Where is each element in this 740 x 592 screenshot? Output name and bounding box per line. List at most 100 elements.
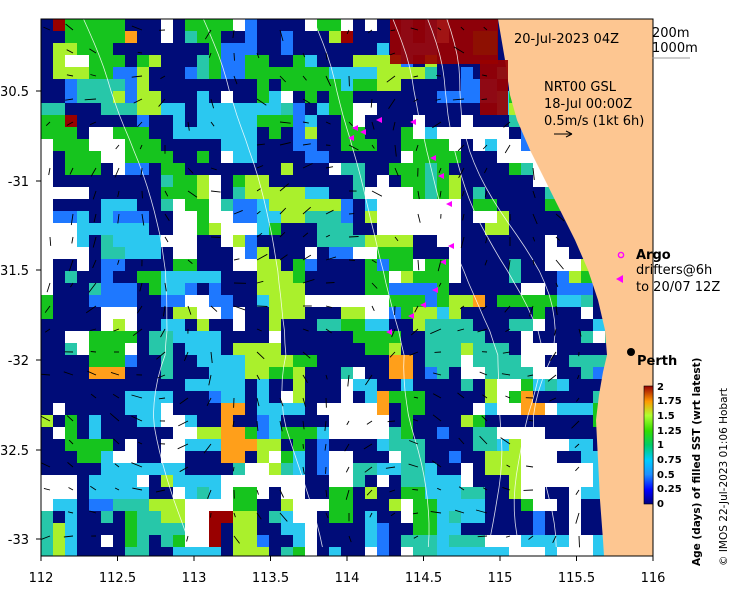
sst-cell [377,151,390,164]
sst-cell [101,403,114,416]
sst-cell [329,487,342,500]
sst-cell [113,547,126,556]
sst-cell [293,19,306,32]
sst-cell [461,271,474,284]
sst-cell [485,235,498,248]
sst-cell [545,475,558,488]
sst-cell [521,319,534,332]
sst-cell [521,223,534,236]
sst-cell [461,391,474,404]
sst-cell [101,307,114,320]
sst-cell [77,31,90,44]
current-arrow [392,121,396,131]
sst-cell [521,451,534,464]
sst-cell [197,199,210,212]
current-arrow [576,374,580,380]
sst-cell [221,211,234,224]
sst-cell [113,319,126,332]
sst-cell [425,319,438,332]
current-arrow [501,373,511,376]
drifter-marker [446,201,452,207]
sst-cell [365,403,378,416]
sst-cell [77,547,90,556]
sst-cell [377,139,390,152]
sst-cell [413,163,426,176]
sst-cell [557,223,570,236]
sst-cell [509,391,522,404]
sst-cell [185,511,198,524]
sst-cell [473,463,486,476]
sst-cell [221,271,234,284]
sst-cell [353,499,366,512]
sst-cell [329,415,342,428]
current-arrow [482,144,488,150]
current-arrow [439,190,442,198]
sst-cell [101,199,114,212]
current-arrow [302,466,305,475]
sst-cell [221,523,234,536]
sst-cell [317,331,330,344]
sst-cell [521,235,534,248]
sst-cell [125,79,138,92]
sst-cell [413,427,426,440]
sst-cell [245,427,258,440]
sst-cell [521,295,534,308]
sst-cell [293,391,306,404]
sst-cell [533,475,546,488]
sst-cell [377,43,390,56]
sst-cell [533,199,546,212]
sst-cell [161,163,174,176]
sst-cell [281,343,294,356]
sst-cell [317,391,330,404]
sst-cell [353,67,366,80]
current-arrow [113,438,120,445]
sst-cell [581,511,594,524]
sst-cell [77,19,90,32]
sst-cell [41,211,54,224]
sst-cell [401,199,414,212]
sst-cell [317,283,330,296]
sst-cell [557,511,570,524]
sst-cell [581,319,594,332]
sst-cell [209,307,222,320]
sst-cell [89,151,102,164]
current-arrow [160,75,166,80]
current-arrow [417,190,420,200]
current-arrow [164,190,169,197]
sst-cell [53,151,66,164]
sst-cell [137,499,150,512]
sst-cell [317,103,330,116]
sst-cell [473,379,486,392]
sst-cell [41,511,54,524]
sst-cell [341,343,354,356]
sst-cell [377,211,390,224]
sst-cell [545,211,558,224]
sst-cell [461,259,474,272]
sst-cell [53,415,66,428]
sst-cell [413,79,426,92]
sst-cell [281,523,294,536]
sst-cell [353,511,366,524]
sst-cell [209,271,222,284]
sst-cell [245,199,258,212]
sst-cell [209,259,222,272]
sst-cell [305,115,318,128]
sst-cell [449,475,462,488]
sst-cell [557,547,570,556]
current-arrow [112,393,120,399]
sst-cell [461,367,474,380]
sst-cell [365,355,378,368]
sst-cell [317,463,330,476]
sst-cell [389,223,402,236]
sst-cell [125,463,138,476]
sst-cell [449,511,462,524]
current-arrow [89,121,97,126]
sst-cell [137,127,150,140]
current-arrow [66,415,74,422]
sst-cell [221,43,234,56]
current-arrow [183,351,189,362]
current-arrow [302,420,305,430]
sst-cell [485,259,498,272]
sst-cell [293,439,306,452]
sst-cell [89,175,102,188]
